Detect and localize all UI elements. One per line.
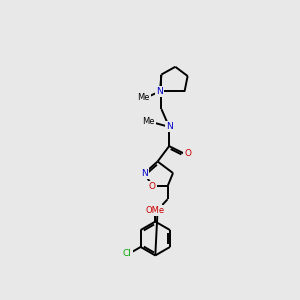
Text: Me: Me (137, 93, 150, 102)
Text: O: O (154, 206, 161, 214)
Text: N: N (141, 169, 148, 178)
Text: Cl: Cl (123, 249, 131, 258)
Text: N: N (157, 87, 163, 96)
Text: OMe: OMe (146, 206, 165, 215)
Text: Me: Me (142, 117, 154, 126)
Text: N: N (166, 122, 172, 131)
Text: O: O (149, 182, 156, 191)
Text: O: O (184, 149, 191, 158)
